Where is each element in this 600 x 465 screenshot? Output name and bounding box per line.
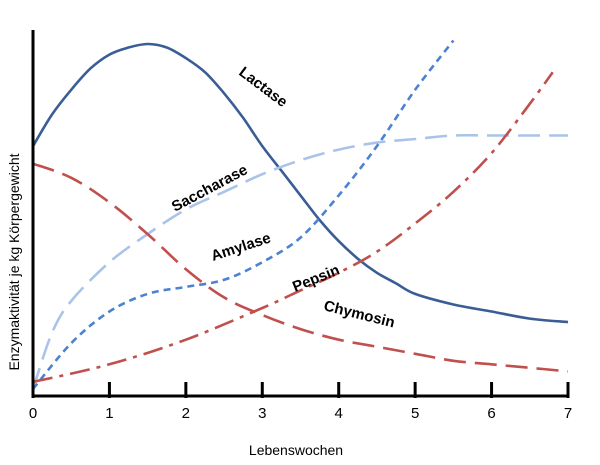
series-line-amylase <box>32 39 455 390</box>
x-tick-label-0: 0 <box>29 405 37 422</box>
y-axis-title: Enzymaktivität je kg Körpergewicht <box>6 153 22 370</box>
x-tick-label-2: 2 <box>182 405 190 422</box>
series-label-lactase: Lactase <box>236 64 291 111</box>
series-label-amylase: Amylase <box>209 230 273 265</box>
series-label-pepsin: Pepsin <box>290 262 342 296</box>
x-tick-label-3: 3 <box>258 405 266 422</box>
series-label-saccharase: Saccharase <box>169 161 251 215</box>
series-line-chymosin <box>32 162 569 373</box>
series-layer <box>31 39 569 390</box>
x-tick-label-5: 5 <box>411 405 419 422</box>
x-tick-label-7: 7 <box>564 405 572 422</box>
series-label-layer: Lactase Saccharase Amylase Pepsin Chymos… <box>169 64 397 332</box>
axis-layer <box>31 30 569 398</box>
series-line-pepsin <box>32 71 554 384</box>
series-line-lactase <box>31 42 569 324</box>
series-line-saccharase <box>31 133 568 390</box>
x-axis-title: Lebenswochen <box>249 442 343 458</box>
x-tick-label-1: 1 <box>105 405 113 422</box>
series-label-chymosin: Chymosin <box>322 297 396 331</box>
x-tick-layer: 0 1 2 3 4 5 6 7 <box>29 382 572 422</box>
x-tick-label-4: 4 <box>335 405 343 422</box>
x-tick-label-6: 6 <box>487 405 495 422</box>
